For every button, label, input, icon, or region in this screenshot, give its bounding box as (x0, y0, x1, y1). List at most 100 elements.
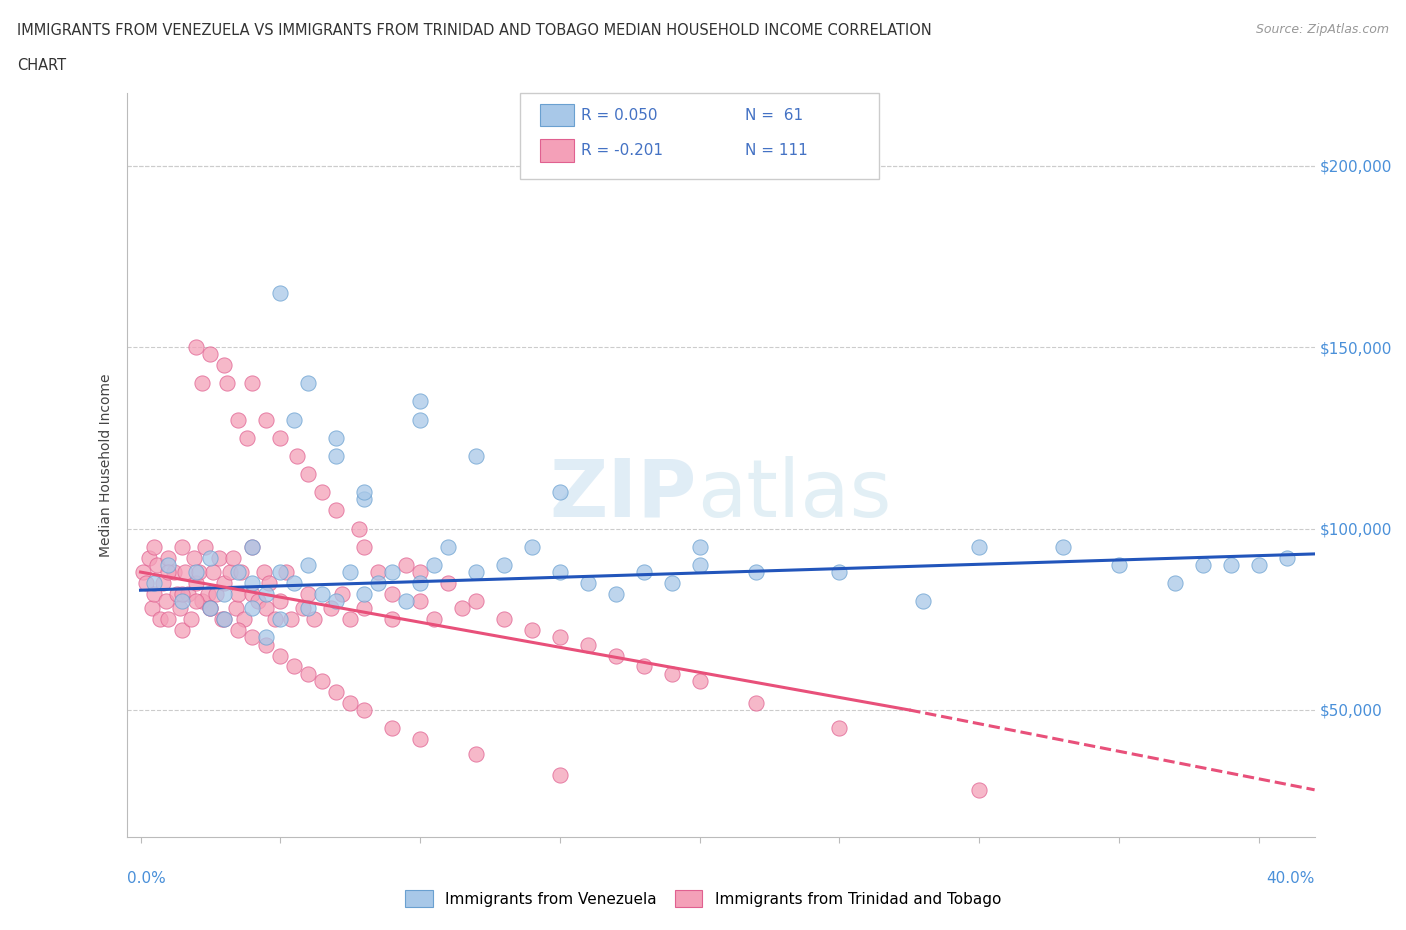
Point (225, 601, 247, 616)
Point (214, 612, 236, 627)
Point (240, 587, 263, 602)
Point (214, 587, 236, 602)
Point (228, 565, 250, 579)
Point (280, 612, 302, 627)
Point (297, 587, 319, 602)
Point (269, 565, 291, 579)
Point (269, 286, 291, 300)
Point (191, 376, 214, 391)
Point (132, 565, 155, 579)
Point (912, 593, 935, 608)
Point (967, 782, 990, 797)
Point (1247, 557, 1270, 572)
Point (339, 696, 361, 711)
Point (409, 565, 432, 579)
Point (157, 565, 180, 579)
Point (409, 412, 432, 427)
Point (186, 593, 208, 608)
Point (548, 630, 571, 644)
Point (183, 551, 205, 565)
Point (353, 702, 375, 717)
Point (172, 623, 194, 638)
Point (254, 412, 277, 427)
Point (235, 431, 257, 445)
Point (197, 587, 219, 602)
Point (274, 565, 297, 579)
Point (744, 696, 766, 711)
Point (246, 593, 269, 608)
Point (367, 565, 389, 579)
Point (200, 601, 222, 616)
Point (311, 485, 333, 499)
Point (157, 612, 180, 627)
Point (689, 539, 711, 554)
Point (163, 565, 186, 579)
Point (172, 539, 194, 554)
Point (395, 593, 418, 608)
Point (219, 565, 242, 579)
Point (576, 576, 599, 591)
Point (254, 630, 277, 644)
Point (325, 593, 347, 608)
Point (157, 557, 180, 572)
Point (228, 587, 250, 602)
Point (269, 593, 291, 608)
Text: 40.0%: 40.0% (1267, 871, 1315, 886)
Point (188, 565, 211, 579)
Point (465, 565, 488, 579)
Point (661, 576, 683, 591)
Point (967, 539, 990, 554)
Point (423, 612, 446, 627)
Point (339, 612, 361, 627)
Point (240, 539, 263, 554)
Point (744, 565, 766, 579)
Y-axis label: Median Household Income: Median Household Income (100, 373, 114, 557)
Point (200, 601, 222, 616)
Point (263, 612, 285, 627)
Point (222, 551, 245, 565)
Point (240, 601, 263, 616)
Text: ZIP: ZIP (550, 456, 697, 534)
Point (214, 576, 236, 591)
Point (169, 601, 191, 616)
Point (1275, 551, 1298, 565)
Point (311, 587, 333, 602)
Point (297, 601, 319, 616)
Point (409, 593, 432, 608)
Point (492, 557, 515, 572)
Legend: Immigrants from Venezuela, Immigrants from Trinidad and Tobago: Immigrants from Venezuela, Immigrants fr… (399, 884, 1007, 913)
Point (465, 448, 488, 463)
Point (339, 565, 361, 579)
Point (200, 347, 222, 362)
Point (208, 551, 231, 565)
Point (200, 601, 222, 616)
Point (381, 721, 404, 736)
Point (1219, 557, 1241, 572)
Point (409, 732, 432, 747)
Point (437, 539, 460, 554)
Point (146, 557, 169, 572)
Point (143, 576, 166, 591)
Point (177, 587, 200, 602)
Point (217, 376, 239, 391)
Point (297, 376, 319, 391)
Point (205, 587, 228, 602)
Point (252, 565, 274, 579)
Point (211, 612, 233, 627)
Point (149, 612, 172, 627)
Point (465, 593, 488, 608)
Point (228, 623, 250, 638)
Point (605, 648, 627, 663)
Point (240, 376, 263, 391)
Point (302, 612, 325, 627)
Point (254, 587, 277, 602)
Point (311, 673, 333, 688)
Point (240, 630, 263, 644)
Point (330, 587, 353, 602)
Point (202, 565, 225, 579)
Point (166, 587, 188, 602)
Point (1052, 539, 1074, 554)
Point (409, 394, 432, 409)
Point (367, 576, 389, 591)
Point (633, 565, 655, 579)
